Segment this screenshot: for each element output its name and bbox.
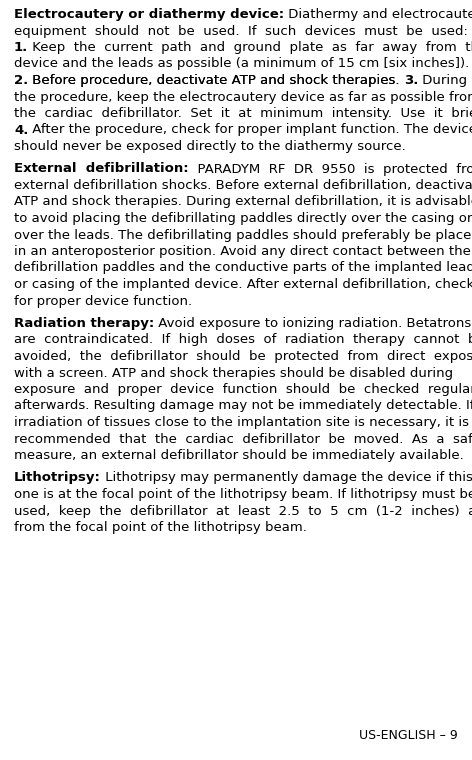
Text: 1.: 1. (14, 41, 28, 54)
Text: device and the leads as possible (a minimum of 15 cm [six inches]).: device and the leads as possible (a mini… (14, 58, 469, 71)
Text: in an anteroposterior position. Avoid any direct contact between the: in an anteroposterior position. Avoid an… (14, 245, 471, 258)
Text: for proper device function.: for proper device function. (14, 295, 192, 308)
Text: Diathermy and electrocautery: Diathermy and electrocautery (284, 8, 472, 21)
Text: External  defibrillation:: External defibrillation: (14, 163, 189, 176)
Text: defibrillation paddles and the conductive parts of the implanted leads: defibrillation paddles and the conductiv… (14, 261, 472, 274)
Text: afterwards. Resulting damage may not be immediately detectable. If: afterwards. Resulting damage may not be … (14, 400, 472, 413)
Text: avoided,  the  defibrillator  should  be  protected  from  direct  exposure: avoided, the defibrillator should be pro… (14, 350, 472, 363)
Text: Keep  the  current  path  and  ground  plate  as  far  away  from  the: Keep the current path and ground plate a… (28, 41, 472, 54)
Text: 4.: 4. (14, 123, 28, 137)
Text: After the procedure, check for proper implant function. The device: After the procedure, check for proper im… (28, 123, 472, 137)
Text: recommended  that  the  cardiac  defibrillator  be  moved.  As  a  safety: recommended that the cardiac defibrillat… (14, 432, 472, 445)
Text: the  cardiac  defibrillator.  Set  it  at  minimum  intensity.  Use  it  briefly: the cardiac defibrillator. Set it at min… (14, 107, 472, 120)
Text: are  contraindicated.  If  high  doses  of  radiation  therapy  cannot  be: are contraindicated. If high doses of ra… (14, 334, 472, 347)
Text: or casing of the implanted device. After external defibrillation, check: or casing of the implanted device. After… (14, 278, 472, 291)
Text: Lithotripsy:: Lithotripsy: (14, 471, 101, 485)
Text: Before procedure, deactivate ATP and shock therapies.: Before procedure, deactivate ATP and sho… (28, 74, 404, 87)
Text: 2.: 2. (14, 74, 28, 87)
Text: exposure  and  proper  device  function  should  be  checked  regularly: exposure and proper device function shou… (14, 383, 472, 396)
Text: to avoid placing the defibrillating paddles directly over the casing or: to avoid placing the defibrillating padd… (14, 212, 472, 225)
Text: ATP and shock therapies. During external defibrillation, it is advisable: ATP and shock therapies. During external… (14, 195, 472, 208)
Text: from the focal point of the lithotripsy beam.: from the focal point of the lithotripsy … (14, 521, 307, 534)
Text: the procedure, keep the electrocautery device as far as possible from: the procedure, keep the electrocautery d… (14, 90, 472, 103)
Text: Avoid exposure to ionizing radiation. Betatrons: Avoid exposure to ionizing radiation. Be… (154, 317, 472, 330)
Text: Radiation therapy:: Radiation therapy: (14, 317, 154, 330)
Text: Before procedure, deactivate ATP and shock therapies.: Before procedure, deactivate ATP and sho… (28, 74, 404, 87)
Text: one is at the focal point of the lithotripsy beam. If lithotripsy must be: one is at the focal point of the lithotr… (14, 488, 472, 501)
Text: PARADYM  RF  DR  9550  is  protected  from: PARADYM RF DR 9550 is protected from (189, 163, 472, 176)
Text: with a screen. ATP and shock therapies should be disabled during: with a screen. ATP and shock therapies s… (14, 366, 453, 379)
Text: irradiation of tissues close to the implantation site is necessary, it is: irradiation of tissues close to the impl… (14, 416, 469, 429)
Text: US-ENGLISH – 9: US-ENGLISH – 9 (359, 729, 458, 742)
Text: 3.: 3. (404, 74, 418, 87)
Text: used,  keep  the  defibrillator  at  least  2.5  to  5  cm  (1-2  inches)  away: used, keep the defibrillator at least 2.… (14, 505, 472, 518)
Text: external defibrillation shocks. Before external defibrillation, deactivate: external defibrillation shocks. Before e… (14, 179, 472, 192)
Text: measure, an external defibrillator should be immediately available.: measure, an external defibrillator shoul… (14, 449, 464, 462)
Text: Electrocautery or diathermy device:: Electrocautery or diathermy device: (14, 8, 284, 21)
Text: should never be exposed directly to the diathermy source.: should never be exposed directly to the … (14, 140, 406, 153)
Text: equipment  should  not  be  used.  If  such  devices  must  be  used:: equipment should not be used. If such de… (14, 24, 468, 37)
Text: Lithotripsy may permanently damage the device if this: Lithotripsy may permanently damage the d… (101, 471, 472, 485)
Text: over the leads. The defibrillating paddles should preferably be placed: over the leads. The defibrillating paddl… (14, 229, 472, 242)
Text: During: During (418, 74, 467, 87)
